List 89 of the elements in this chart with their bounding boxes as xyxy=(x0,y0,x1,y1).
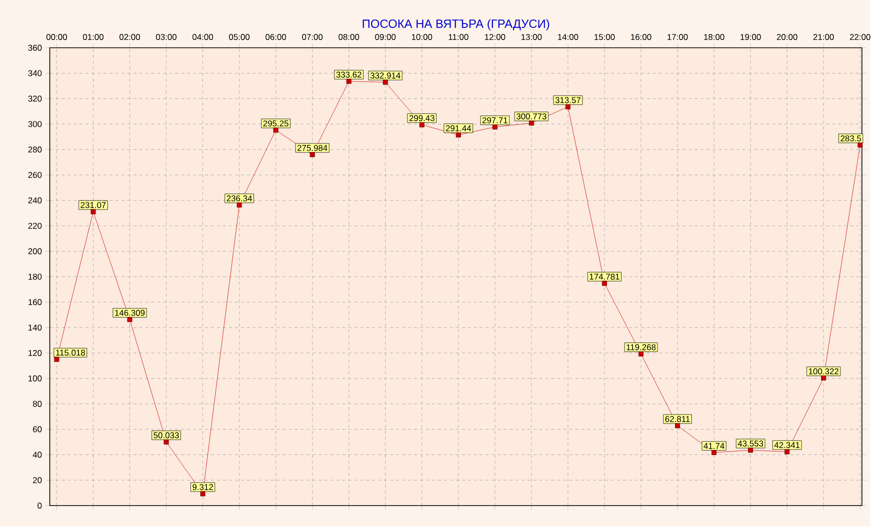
y-tick-label: 360 xyxy=(28,45,42,52)
data-label: 297.71 xyxy=(482,118,508,124)
data-label: 42.341 xyxy=(774,442,800,448)
x-tick-label: 00:00 xyxy=(46,34,67,40)
point xyxy=(127,317,132,322)
data-label: 332.914 xyxy=(370,72,400,79)
point xyxy=(675,423,680,428)
x-tick-label: 20:00 xyxy=(776,34,798,40)
data-label: 236.34 xyxy=(226,196,252,202)
y-tick-label: 160 xyxy=(28,299,42,306)
x-tick-label: 19:00 xyxy=(740,34,761,40)
data-label: 291.44 xyxy=(446,126,472,132)
point xyxy=(565,104,570,110)
data-label: 100.322 xyxy=(808,368,838,375)
point xyxy=(419,122,424,128)
x-tick-label: 10:00 xyxy=(412,34,432,40)
point xyxy=(821,376,826,381)
data-label: 275.984 xyxy=(297,145,328,152)
y-tick-label: 140 xyxy=(28,324,42,331)
data-label: 313.57 xyxy=(555,97,580,104)
y-tick-label: 260 xyxy=(28,172,42,178)
point xyxy=(236,202,242,208)
x-tick-label: 14:00 xyxy=(558,34,578,40)
x-tick-label: 15:00 xyxy=(594,34,615,40)
x-tick-label: 01:00 xyxy=(82,34,104,40)
y-tick-label: 200 xyxy=(28,248,42,254)
point xyxy=(456,132,461,138)
x-tick-label: 07:00 xyxy=(302,34,323,40)
point xyxy=(638,352,644,357)
chart-title: ПОСОКА НА ВЯТЪРА (ГРАДУСИ) xyxy=(362,19,550,31)
data-label: 62.811 xyxy=(665,416,690,422)
y-tick-label: 340 xyxy=(28,70,42,76)
point xyxy=(90,209,96,214)
point xyxy=(164,440,169,445)
data-label: 50.033 xyxy=(154,432,179,439)
x-tick-label: 08:00 xyxy=(338,34,360,40)
data-label: 43.553 xyxy=(738,440,764,447)
y-tick-label: 280 xyxy=(28,146,42,153)
y-tick-label: 120 xyxy=(28,350,42,356)
data-label: 119.268 xyxy=(626,344,656,350)
x-tick-label: 13:00 xyxy=(521,34,542,40)
y-tick-label: 100 xyxy=(28,376,42,382)
data-label: 174.781 xyxy=(590,274,620,280)
point xyxy=(858,142,863,148)
point xyxy=(310,152,315,158)
x-tick-label: 18:00 xyxy=(704,34,724,40)
point xyxy=(273,128,278,133)
y-tick-label: 40 xyxy=(32,452,42,458)
y-tick-label: 60 xyxy=(33,426,42,433)
data-label: 41.74 xyxy=(704,443,724,450)
y-tick-label: 300 xyxy=(28,121,42,128)
x-tick-label: 11:00 xyxy=(448,34,468,40)
point xyxy=(528,120,534,126)
data-label: 283.5 xyxy=(840,136,862,142)
x-tick-label: 22:00 xyxy=(850,34,870,40)
y-tick-label: 180 xyxy=(28,274,42,280)
x-tick-label: 02:00 xyxy=(119,34,140,40)
y-tick-label: 240 xyxy=(28,198,42,204)
data-label: 115.018 xyxy=(56,350,85,356)
data-label: 9.312 xyxy=(192,484,213,490)
y-tick-label: 220 xyxy=(28,223,42,230)
y-tick-label: 80 xyxy=(32,401,42,408)
x-tick-label: 09:00 xyxy=(375,34,396,40)
point xyxy=(784,450,790,454)
x-tick-label: 17:00 xyxy=(668,34,688,40)
y-tick-label: 20 xyxy=(33,477,42,484)
point xyxy=(200,492,206,496)
point xyxy=(712,450,717,456)
x-tick-label: 03:00 xyxy=(156,34,177,40)
x-tick-label: 16:00 xyxy=(631,34,652,40)
data-label: 146.309 xyxy=(115,310,145,316)
y-tick-label: 0 xyxy=(38,502,42,509)
x-tick-label: 12:00 xyxy=(484,34,506,40)
point xyxy=(602,281,607,286)
point xyxy=(492,124,498,130)
x-tick-label: 06:00 xyxy=(266,34,286,40)
point xyxy=(346,79,352,84)
x-tick-label: 05:00 xyxy=(229,34,250,40)
data-label: 300.773 xyxy=(516,114,546,120)
data-label: 333.62 xyxy=(336,72,362,78)
point xyxy=(748,448,754,453)
data-label: 231.07 xyxy=(80,202,106,208)
y-tick-label: 320 xyxy=(28,96,42,102)
x-tick-label: 04:00 xyxy=(192,34,214,40)
point xyxy=(54,357,60,362)
data-label: 299.43 xyxy=(409,115,434,122)
x-tick-label: 21:00 xyxy=(813,34,834,40)
data-label: 295.25 xyxy=(263,120,288,127)
point xyxy=(382,80,388,85)
